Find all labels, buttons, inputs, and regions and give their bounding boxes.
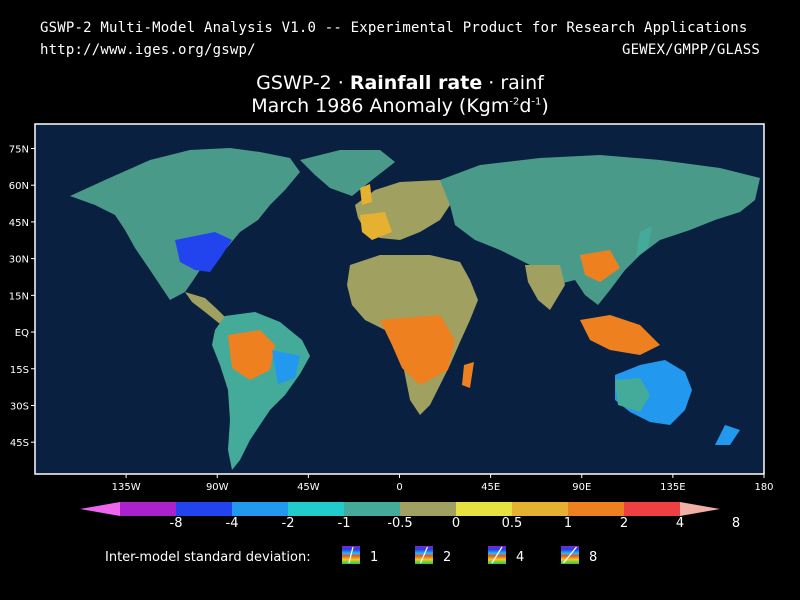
slash-icon (563, 546, 577, 564)
colorbar-label: 2 (619, 516, 629, 531)
title-close: ) (541, 95, 549, 117)
colorbar-segment (624, 502, 681, 516)
land-japan (636, 226, 652, 258)
slash-icon (491, 546, 503, 564)
lon-label: 45W (297, 482, 320, 493)
land-asia (440, 155, 760, 305)
land-amazon-anomaly (228, 330, 275, 380)
header-title: GSWP-2 Multi-Model Analysis V1.0 -- Expe… (40, 20, 748, 36)
lat-label: 30S (10, 401, 29, 412)
lat-label: 60N (9, 181, 29, 192)
land-north-america (70, 148, 300, 300)
lat-label: 75N (9, 144, 29, 155)
colorbar-segment (344, 502, 401, 516)
header-org: GEWEX/GMPP/GLASS (621, 42, 760, 58)
colorbar-segment (568, 502, 625, 516)
land-west-australia (615, 378, 650, 412)
title-suffix: · rainf (482, 72, 544, 94)
sd-swatch-icon (415, 546, 433, 564)
slash-icon (348, 546, 354, 564)
colorbar-segment (400, 502, 457, 516)
map-title-line1: GSWP-2 · Rainfall rate · rainf (0, 72, 800, 94)
slash-icon (419, 546, 429, 564)
lon-label: 0 (396, 482, 402, 493)
title-line2: March 1986 Anomaly (Kgm (251, 95, 510, 117)
colorbar-segment (176, 502, 233, 516)
land-india (525, 265, 565, 310)
land-us-anomaly (175, 232, 232, 272)
sd-value: 2 (443, 550, 452, 565)
colorbar-label: -8 (169, 516, 183, 531)
colorbar-label: -1 (337, 516, 351, 531)
sd-value: 4 (516, 550, 525, 565)
land-central-america (185, 292, 228, 324)
lon-label: 45E (481, 482, 500, 493)
title-exp2: -1 (531, 96, 542, 108)
colorbar-segment (232, 502, 289, 516)
lat-label: 45S (10, 438, 29, 449)
header-url[interactable]: http://www.iges.org/gswp/ (40, 42, 256, 58)
lon-label: 135E (660, 482, 685, 493)
sd-swatch-icon (561, 546, 579, 564)
sd-legend-item: 4 (488, 546, 548, 566)
sd-legend-item: 2 (415, 546, 475, 566)
sd-legend-item: 1 (342, 546, 402, 566)
title-exp1: -2 (509, 96, 520, 108)
land-new-zealand (715, 425, 740, 445)
land-maritime-se-asia (580, 315, 660, 355)
colorbar-high-arrow (680, 502, 720, 516)
lon-label: 90W (206, 482, 229, 493)
sd-legend-item: 8 (561, 546, 621, 566)
sd-swatch-icon (342, 546, 360, 564)
lat-label: 15N (9, 291, 29, 302)
title-mid: d (519, 95, 532, 117)
lat-label: EQ (15, 328, 29, 339)
sd-swatch-icon (488, 546, 506, 564)
lat-label: 30N (9, 255, 29, 266)
title-variable: Rainfall rate (349, 72, 483, 94)
colorbar-segment (512, 502, 569, 516)
land-central-africa-anomaly (380, 315, 455, 385)
longitude-axis: 135W 90W 45W 0 45E 90E 135E 180 (112, 474, 774, 493)
lon-label: 90E (572, 482, 591, 493)
map-title-line2: March 1986 Anomaly (Kgm-2d-1) (0, 95, 800, 117)
colorbar-label: 0.5 (501, 516, 523, 531)
colorbar (80, 502, 720, 516)
colorbar-label: -0.5 (387, 516, 413, 531)
sd-value: 1 (370, 550, 379, 565)
colorbar-label: -2 (281, 516, 295, 531)
colorbar-label: 8 (731, 516, 741, 531)
colorbar-low-arrow (80, 502, 120, 516)
land-brazil-anomaly (272, 350, 300, 384)
title-prefix: GSWP-2 · (256, 72, 350, 94)
lat-label: 15S (10, 365, 29, 376)
colorbar-label: -4 (225, 516, 239, 531)
lon-label: 135W (112, 482, 141, 493)
land-iberia-anomaly (360, 212, 392, 240)
colorbar-label: 4 (675, 516, 685, 531)
land-britain (360, 184, 372, 205)
land-south-china-anomaly (580, 250, 620, 282)
sd-legend-label: Inter-model standard deviation: (105, 550, 311, 565)
latitude-axis: 75N 60N 45N 30N 15N EQ 15S 30S 45S (9, 144, 35, 449)
land-greenland (300, 150, 395, 196)
sd-value: 8 (589, 550, 598, 565)
colorbar-segment (288, 502, 345, 516)
land-madagascar (462, 362, 474, 388)
colorbar-label: 1 (563, 516, 573, 531)
lat-label: 45N (9, 218, 29, 229)
colorbar-segment (456, 502, 513, 516)
colorbar-label: 0 (451, 516, 461, 531)
colorbar-segment (120, 502, 177, 516)
lon-label: 180 (754, 482, 773, 493)
land-layer (70, 148, 760, 470)
